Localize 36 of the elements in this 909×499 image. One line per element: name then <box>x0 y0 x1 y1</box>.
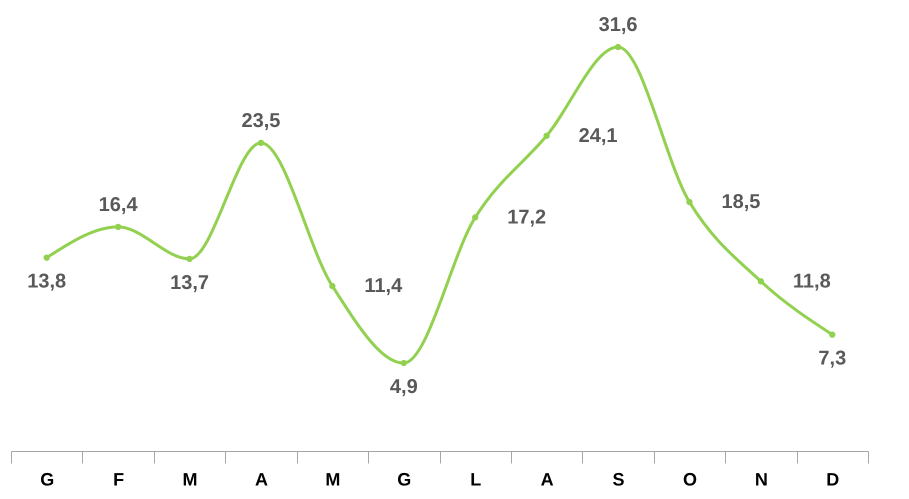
point <box>686 198 693 206</box>
point <box>44 254 50 261</box>
point <box>829 331 836 338</box>
point <box>329 282 336 290</box>
point <box>400 360 407 366</box>
x-tick-label: F <box>113 470 124 490</box>
data-label: 13,7 <box>170 272 210 294</box>
data-label: 31,6 <box>598 14 638 36</box>
data-label: 18,5 <box>721 191 760 214</box>
x-tick-label: S <box>612 470 625 490</box>
x-tick-label: M <box>182 470 198 490</box>
point <box>472 214 478 221</box>
x-tick-label: A <box>540 470 554 490</box>
data-label: 17,2 <box>507 206 546 228</box>
x-tick-label: L <box>470 470 482 490</box>
data-label: 4,9 <box>390 376 418 398</box>
data-label: 11,8 <box>792 270 831 292</box>
point <box>258 140 264 146</box>
point <box>614 44 622 50</box>
data-label: 7,3 <box>818 348 846 370</box>
point <box>186 256 193 262</box>
point <box>758 278 764 284</box>
data-label: 23,5 <box>241 110 280 132</box>
x-tick-label: M <box>325 470 340 490</box>
data-label: 11,4 <box>364 275 404 298</box>
x-tick-label: G <box>397 470 412 490</box>
x-tick-label: O <box>682 470 697 490</box>
data-label: 16,4 <box>98 194 138 216</box>
x-tick-label: D <box>826 470 840 490</box>
x-tick-label: A <box>254 470 268 490</box>
x-tick-label: G <box>40 470 54 490</box>
data-label: 24,1 <box>578 124 618 147</box>
data-label: 13,8 <box>27 270 66 293</box>
x-tick-label: N <box>754 470 768 490</box>
point <box>543 132 550 139</box>
point <box>114 224 122 230</box>
